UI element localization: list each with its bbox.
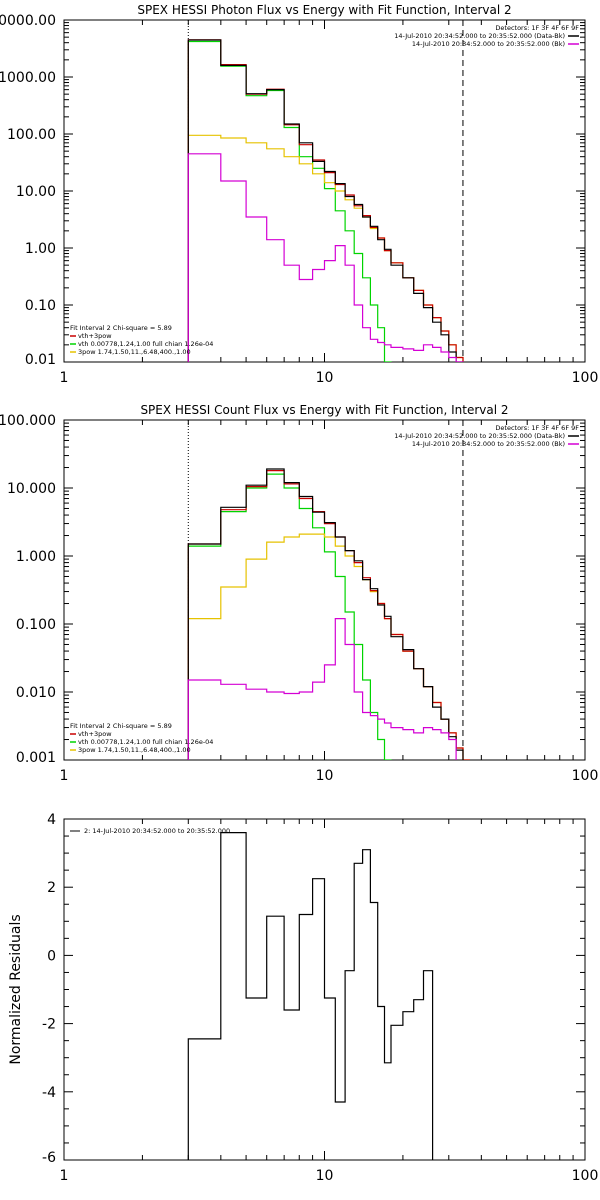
y-tick-label: 0.01: [25, 352, 56, 368]
series-line-5: [187, 618, 457, 760]
series-line-1: [187, 40, 392, 362]
y-tick-label: 1.000: [16, 549, 56, 565]
x-tick-label: 1: [60, 370, 69, 386]
y-tick-label: 10.000: [7, 481, 56, 497]
y-tick-label: -2: [42, 1017, 56, 1033]
series-line-5: [187, 153, 464, 362]
y-tick-label: 100.000: [0, 413, 56, 429]
legend-bottom-text: Fit Interval 2 Chi-square = 5.89: [70, 722, 172, 730]
y-tick-label: 10.00: [16, 184, 56, 200]
x-tick-label: 10: [316, 370, 334, 386]
y-axis-label: Normalized Residuals: [8, 914, 24, 1064]
legend-bottom-text: vth 0.00778,1.24,1.00 full chian 1.26e-0…: [78, 340, 213, 348]
y-tick-label: 1000.00: [0, 70, 56, 86]
chart-title: SPEX HESSI Count Flux vs Energy with Fit…: [140, 403, 508, 417]
x-tick-label: 100: [572, 768, 599, 784]
plot-frame: [63, 19, 586, 363]
legend-top-text: 14-Jul-2010 20:34:52.000 to 20:35:52.000…: [394, 432, 565, 440]
chart-1: SPEX HESSI Photon Flux vs Energy with Fi…: [0, 3, 598, 386]
series-line-4: [187, 39, 464, 362]
legend-top-text: 14-Jul-2010 20:34:52.000 to 20:35:52.000…: [412, 40, 565, 48]
legend-bottom-text: vth 0.00778,1.24,1.00 full chian 1.26e-0…: [78, 738, 213, 746]
y-tick-label: 0.100: [16, 617, 56, 633]
legend-bottom-text: 3pow 1.74,1.50,11.,6.48,400.,1.00: [78, 348, 191, 356]
y-tick-label: 2: [47, 880, 56, 896]
y-tick-label: -6: [42, 1150, 56, 1166]
legend-top-text: 14-Jul-2010 20:34:52.000 to 20:35:52.000…: [412, 440, 565, 448]
y-tick-label: -4: [42, 1085, 56, 1101]
legend-bottom-text: Fit Interval 2 Chi-square = 5.89: [70, 324, 172, 332]
legend-top-text: Detectors: 1F 3F 4F 6F 9F: [495, 24, 579, 32]
series-line-1: [187, 832, 434, 1160]
y-tick-label: 10000.00: [0, 13, 56, 29]
y-tick-label: 0: [47, 948, 56, 964]
plot-frame: [63, 419, 586, 761]
y-tick-label: 100.00: [7, 127, 56, 143]
y-tick-label: 0.10: [25, 298, 56, 314]
x-tick-label: 10: [316, 1168, 334, 1184]
series-line-2: [187, 134, 464, 362]
y-tick-label: 4: [47, 812, 56, 828]
y-tick-label: 0.001: [16, 750, 56, 766]
y-tick-label: 1.00: [25, 241, 56, 257]
series-line-3: [187, 39, 464, 362]
legend-bottom-text: vth+3pow: [78, 332, 112, 340]
y-tick-label: 0.010: [16, 685, 56, 701]
series-line-3: [187, 470, 470, 760]
x-tick-label: 1: [60, 1168, 69, 1184]
x-tick-label: 100: [572, 1168, 599, 1184]
x-tick-label: 100: [572, 370, 599, 386]
chart-3: 1 10 100 -6 -4 -2 0 2 4 Normalized Residuals 2: 14…: [8, 812, 598, 1184]
legend-top-text: 2: 14-Jul-2010 20:34:52.000 to 20:35:52.…: [84, 827, 230, 835]
series-line-4: [187, 468, 464, 760]
x-tick-label: 1: [60, 768, 69, 784]
series-line-1: [187, 473, 392, 760]
x-tick-label: 10: [316, 768, 334, 784]
legend-bottom-text: vth+3pow: [78, 730, 112, 738]
chart-title: SPEX HESSI Photon Flux vs Energy with Fi…: [137, 3, 511, 17]
chart-2: SPEX HESSI Count Flux vs Energy with Fit…: [0, 403, 598, 784]
legend-top-text: 14-Jul-2010 20:34:52.000 to 20:35:52.000…: [394, 32, 565, 40]
legend-top-text: Detectors: 1F 3F 4F 6F 9F: [495, 424, 579, 432]
legend-bottom-text: 3pow 1.74,1.50,11.,6.48,400.,1.00: [78, 746, 191, 754]
